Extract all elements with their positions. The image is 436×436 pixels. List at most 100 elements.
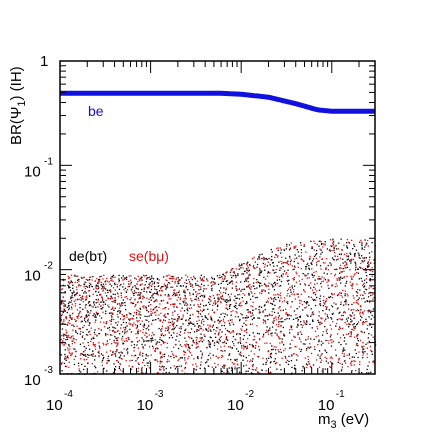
data-point	[229, 298, 231, 300]
data-point	[67, 281, 70, 283]
data-point	[350, 315, 352, 317]
data-point	[217, 341, 219, 343]
data-point	[181, 345, 183, 348]
data-point	[367, 365, 369, 367]
data-point	[239, 354, 241, 356]
data-point	[307, 358, 310, 361]
data-point	[227, 330, 229, 332]
data-point	[222, 312, 224, 314]
data-point	[210, 337, 212, 339]
data-point	[106, 321, 108, 323]
data-point	[346, 246, 348, 249]
data-point	[203, 334, 205, 336]
data-point	[273, 360, 276, 362]
data-point	[248, 294, 250, 296]
data-point	[229, 346, 231, 348]
data-point	[184, 337, 186, 339]
data-point	[236, 289, 238, 291]
data-point	[79, 354, 82, 356]
data-point	[155, 319, 157, 321]
data-point	[329, 248, 331, 251]
data-point	[270, 302, 272, 304]
data-point	[253, 256, 255, 259]
data-point	[173, 332, 175, 334]
data-point	[184, 290, 186, 292]
data-point	[263, 320, 265, 322]
data-point	[304, 275, 306, 277]
data-point	[352, 282, 354, 285]
data-point	[201, 295, 204, 297]
data-point	[120, 294, 122, 297]
data-point	[252, 305, 254, 308]
data-point	[321, 317, 323, 319]
data-point	[200, 364, 202, 366]
data-point	[120, 324, 123, 326]
data-point	[230, 274, 232, 276]
data-point	[363, 310, 366, 312]
data-point	[299, 302, 301, 304]
data-point	[78, 313, 80, 315]
series-label-se-text: se(bμ)	[129, 248, 169, 264]
data-point	[239, 341, 241, 343]
data-point	[305, 266, 308, 268]
data-point	[351, 360, 353, 362]
data-point	[298, 275, 300, 277]
data-point	[141, 337, 143, 339]
data-point	[62, 311, 64, 313]
data-point	[160, 330, 162, 332]
data-point	[281, 340, 283, 343]
data-point	[269, 355, 272, 358]
data-point	[290, 306, 292, 308]
data-point	[180, 365, 182, 367]
data-point	[174, 310, 176, 312]
data-point	[87, 310, 89, 313]
data-point	[164, 313, 166, 315]
data-point	[110, 296, 113, 298]
data-point	[268, 282, 270, 284]
data-point	[287, 363, 290, 366]
data-point	[70, 355, 72, 357]
data-point	[167, 308, 170, 310]
data-point	[252, 314, 254, 316]
data-point	[292, 291, 295, 293]
data-point	[184, 359, 186, 361]
data-point	[299, 316, 301, 318]
data-point	[325, 300, 327, 302]
data-point	[211, 366, 213, 368]
data-point	[171, 351, 173, 353]
data-point	[208, 313, 210, 315]
data-point	[183, 351, 185, 353]
data-point	[258, 257, 260, 259]
data-point	[251, 318, 253, 321]
data-point	[331, 293, 333, 295]
data-point	[306, 347, 308, 350]
data-point	[216, 305, 219, 308]
data-point	[112, 326, 114, 328]
data-point	[304, 323, 306, 325]
data-point	[168, 332, 170, 334]
data-point	[196, 356, 199, 359]
data-point	[139, 354, 141, 356]
data-point	[354, 261, 356, 263]
data-point	[296, 249, 298, 251]
data-point	[118, 352, 120, 354]
data-point	[231, 319, 233, 321]
data-point	[234, 359, 236, 361]
data-point	[250, 372, 253, 374]
data-point	[327, 362, 329, 364]
data-point	[350, 262, 352, 264]
data-point	[226, 279, 229, 282]
data-point	[216, 341, 218, 343]
data-point	[319, 303, 322, 305]
data-point	[65, 316, 67, 318]
data-point	[361, 244, 363, 247]
data-point	[165, 306, 167, 309]
data-point	[121, 331, 124, 333]
data-point	[363, 345, 365, 347]
data-point	[80, 285, 82, 287]
data-point	[279, 300, 281, 302]
data-point	[105, 322, 107, 324]
data-point	[356, 323, 359, 325]
data-point	[64, 355, 67, 357]
data-point	[189, 292, 191, 294]
